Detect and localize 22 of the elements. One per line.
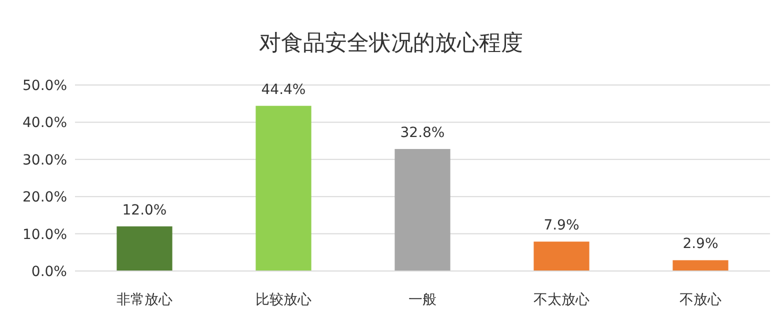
y-tick-label: 20.0%	[22, 190, 67, 206]
x-tick-label: 不放心	[680, 292, 722, 308]
y-tick-label: 10.0%	[22, 226, 67, 243]
bar	[116, 226, 172, 271]
data-label: 32.8%	[400, 124, 445, 141]
x-tick-label: 比较放心	[256, 292, 312, 308]
data-label: 7.9%	[544, 218, 580, 234]
x-tick-label: 一般	[408, 292, 436, 308]
data-label: 2.9%	[682, 236, 718, 252]
bar	[394, 148, 450, 271]
bar	[534, 242, 590, 271]
bar	[256, 106, 312, 271]
data-label: 12.0%	[122, 202, 167, 218]
bar	[672, 260, 728, 271]
y-tick-label: 50.0%	[22, 78, 67, 94]
x-tick-label: 不太放心	[534, 292, 590, 308]
y-tick-label: 0.0%	[31, 264, 67, 280]
chart-title: 对食品安全状况的放心程度	[259, 31, 523, 56]
y-tick-label: 30.0%	[22, 152, 67, 168]
data-label: 44.4%	[261, 82, 306, 98]
x-tick-label: 非常放心	[116, 292, 172, 308]
y-tick-label: 40.0%	[22, 115, 67, 132]
